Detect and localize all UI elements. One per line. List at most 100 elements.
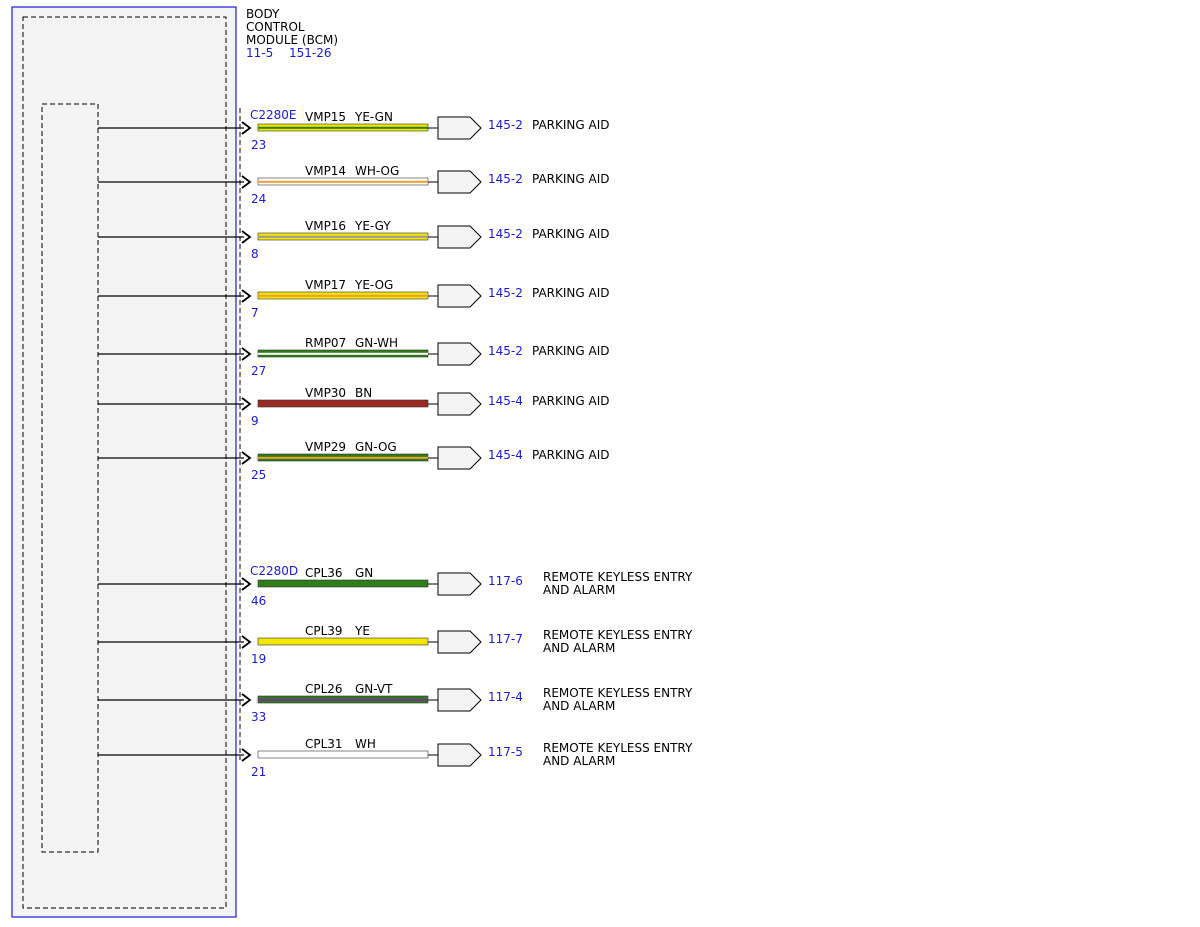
connector-flag-icon[interactable] (437, 446, 482, 470)
destination-label: REMOTE KEYLESS ENTRY (543, 628, 693, 642)
connector-flag-icon[interactable] (437, 572, 482, 596)
wire-row: VMP17 YE-OG 7 145-2 PARKING AID (98, 278, 610, 320)
wire-cpl26[interactable] (257, 695, 429, 704)
pin-chevron-icon (241, 635, 252, 649)
pin-number: 7 (251, 306, 259, 320)
pin-number: 24 (251, 192, 266, 206)
circuit-label: VMP29 (305, 440, 346, 454)
pin-number: 23 (251, 138, 266, 152)
pin-chevron-icon (241, 397, 252, 411)
connector-flag-icon[interactable] (437, 225, 482, 249)
wire-body (257, 637, 429, 646)
destination-label: PARKING AID (532, 394, 610, 408)
wire-color-label: YE-GY (354, 219, 391, 233)
circuit-label: CPL39 (305, 624, 343, 638)
connector-flag-icon[interactable] (437, 116, 482, 140)
wire-row: VMP16 YE-GY 8 145-2 PARKING AID (98, 219, 610, 261)
page-ref-link[interactable]: 117-5 (488, 745, 523, 759)
page-ref-link[interactable]: 117-6 (488, 574, 523, 588)
wire-cpl39[interactable] (257, 637, 429, 646)
wire-body (257, 579, 429, 588)
wire-color-label: YE-GN (354, 110, 393, 124)
pin-number: 25 (251, 468, 266, 482)
bcm-inner-boundary (22, 16, 227, 909)
connector-flag-icon[interactable] (437, 392, 482, 416)
module-title-line-3: MODULE (BCM) (246, 33, 338, 47)
module-ref-link[interactable]: 11-5 (246, 46, 273, 60)
wire-vmp29[interactable] (257, 453, 429, 462)
wire-vmp15[interactable] (257, 123, 429, 132)
module-title-line-1: BODY (246, 7, 280, 21)
pin-chevron-icon (241, 693, 252, 707)
connector-flag-icon[interactable] (437, 342, 482, 366)
bcm-module (11, 6, 241, 918)
wire-vmp14[interactable] (257, 177, 429, 186)
pin-number: 46 (251, 594, 266, 608)
connector-flag-icon[interactable] (437, 743, 482, 767)
pin-chevron-icon (241, 577, 252, 591)
circuit-label: CPL26 (305, 682, 343, 696)
module-ref-link[interactable]: 151-26 (289, 46, 332, 60)
pin-chevron-icon (241, 121, 252, 135)
wire-stripe (258, 698, 428, 701)
page-ref-link[interactable]: 145-4 (488, 394, 523, 408)
page-ref-link[interactable]: 145-2 (488, 172, 523, 186)
page-ref-link[interactable]: 145-4 (488, 448, 523, 462)
connector-id-link[interactable]: C2280D (250, 564, 298, 578)
pin-number: 19 (251, 652, 266, 666)
pin-chevron-icon (241, 748, 252, 762)
wire-cpl36[interactable] (257, 579, 429, 588)
connector-flag-icon[interactable] (437, 630, 482, 654)
page-ref-link[interactable]: 117-4 (488, 690, 523, 704)
destination-label: REMOTE KEYLESS ENTRY (543, 741, 693, 755)
wire-color-label: YE-OG (354, 278, 393, 292)
destination-label: PARKING AID (532, 344, 610, 358)
wire-stripe (258, 126, 428, 129)
wire-stripe (258, 235, 428, 238)
wire-row: VMP15 YE-GN 23 145-2 PARKING AID (98, 110, 610, 152)
connector-flag-icon[interactable] (437, 688, 482, 712)
destination-label: AND ALARM (543, 754, 615, 768)
wire-cpl31[interactable] (257, 750, 429, 759)
wire-row: VMP29 GN-OG 25 145-4 PARKING AID (98, 440, 610, 482)
pin-number: 27 (251, 364, 266, 378)
page-ref-link[interactable]: 145-2 (488, 227, 523, 241)
destination-label: REMOTE KEYLESS ENTRY (543, 686, 693, 700)
wire-stripe (258, 180, 428, 183)
wire-vmp17[interactable] (257, 291, 429, 300)
page-ref-link[interactable]: 145-2 (488, 344, 523, 358)
circuit-label: VMP15 (305, 110, 346, 124)
wire-color-label: GN-VT (355, 682, 393, 696)
destination-label: PARKING AID (532, 118, 610, 132)
connector-flag-icon[interactable] (437, 170, 482, 194)
wire-vmp16[interactable] (257, 232, 429, 241)
bcm-module-outline (11, 6, 237, 918)
destination-label: AND ALARM (543, 699, 615, 713)
circuit-label: VMP16 (305, 219, 346, 233)
connector-flag-icon[interactable] (437, 284, 482, 308)
pin-chevron-icon (241, 289, 252, 303)
wire-stripe (258, 456, 428, 459)
page-ref-link[interactable]: 145-2 (488, 286, 523, 300)
circuit-label: RMP07 (305, 336, 346, 350)
connector-id-link[interactable]: C2280E (250, 108, 297, 122)
pin-chevron-icon (241, 347, 252, 361)
circuit-label: CPL31 (305, 737, 343, 751)
destination-label: REMOTE KEYLESS ENTRY (543, 570, 693, 584)
circuit-label: VMP14 (305, 164, 346, 178)
page-ref-link[interactable]: 117-7 (488, 632, 523, 646)
wire-rmp07[interactable] (257, 349, 429, 358)
pin-chevron-icon (241, 451, 252, 465)
wire-row: CPL26 GN-VT 33 117-4 REMOTE KEYLESS ENTRYAND… (98, 682, 693, 724)
page-ref-link[interactable]: 145-2 (488, 118, 523, 132)
circuit-label: VMP30 (305, 386, 346, 400)
wire-color-label: WH (355, 737, 376, 751)
pin-chevron-icon (241, 230, 252, 244)
destination-label: PARKING AID (532, 286, 610, 300)
bcm-internal-circuit (41, 103, 99, 853)
wire-vmp30[interactable] (257, 399, 429, 408)
